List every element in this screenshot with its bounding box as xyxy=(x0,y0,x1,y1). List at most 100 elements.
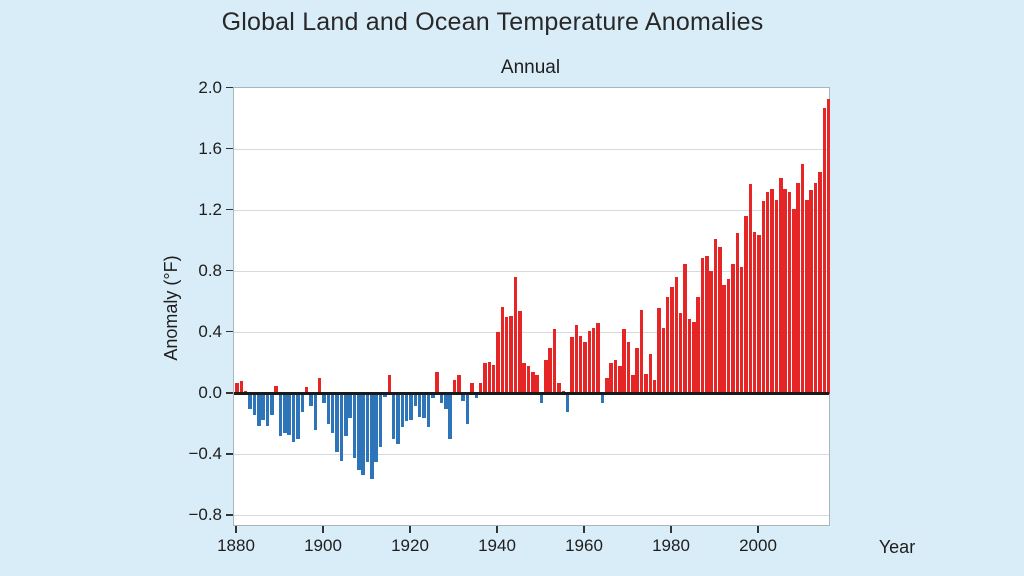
bar-1999 xyxy=(752,231,757,394)
bar-1901 xyxy=(326,393,331,425)
bar-2015 xyxy=(822,107,826,394)
bar-1886 xyxy=(261,393,265,420)
bar-1968 xyxy=(618,366,622,394)
bar-1993 xyxy=(726,279,731,394)
y-tick-0.4 xyxy=(226,330,233,333)
bar-1932 xyxy=(461,393,465,402)
bar-1972 xyxy=(635,347,639,394)
bar-2013 xyxy=(813,182,818,394)
gridline--0.8 xyxy=(234,515,829,517)
bar-1898 xyxy=(313,393,318,431)
bar-1925 xyxy=(431,393,435,399)
bar-1965 xyxy=(605,378,609,394)
bar-1990 xyxy=(713,239,718,394)
chart-title: Global Land and Ocean Temperature Anomal… xyxy=(221,8,764,36)
bar-2001 xyxy=(761,201,766,394)
bar-1933 xyxy=(465,393,470,425)
bar-1906 xyxy=(348,393,352,419)
bar-1966 xyxy=(609,363,613,394)
bar-1977 xyxy=(657,308,661,394)
bar-1896 xyxy=(304,387,309,394)
bar-1960 xyxy=(583,341,587,394)
bar-1912 xyxy=(374,393,378,463)
x-tick-label-1920: 1920 xyxy=(391,536,429,555)
bar-1923 xyxy=(422,393,426,419)
y-tick-label-0: 0.0 xyxy=(198,383,222,403)
bar-1943 xyxy=(509,315,513,394)
x-tick-label-1960: 1960 xyxy=(565,536,603,555)
gridline-1.6 xyxy=(234,148,829,150)
bar-1910 xyxy=(365,393,370,463)
bar-2000 xyxy=(757,234,761,394)
bar-1889 xyxy=(274,385,278,394)
bar-1987 xyxy=(700,257,705,394)
bar-1992 xyxy=(722,285,726,394)
bar-1984 xyxy=(687,318,692,394)
bar-1922 xyxy=(417,393,422,417)
bar-1983 xyxy=(683,263,687,394)
gridline-0.4 xyxy=(234,331,829,333)
bar-1907 xyxy=(352,393,357,458)
bar-1921 xyxy=(413,393,418,406)
bar-1941 xyxy=(500,306,505,394)
bar-1944 xyxy=(513,277,518,394)
bar-1914 xyxy=(383,393,387,397)
bar-1929 xyxy=(448,393,452,440)
bar-1883 xyxy=(248,393,252,409)
bar-1950 xyxy=(539,393,544,403)
x-tick-1980 xyxy=(670,526,672,533)
bar-1918 xyxy=(400,393,405,428)
chart-subtitle: Annual xyxy=(500,57,561,78)
y-tick-0 xyxy=(226,392,233,394)
bar-1936 xyxy=(478,382,483,394)
bar-1882 xyxy=(243,390,248,394)
bar-1892 xyxy=(287,393,291,435)
y-axis-title: Anomaly (°F) xyxy=(161,255,181,361)
bar-1976 xyxy=(652,379,657,394)
bar-1931 xyxy=(457,375,461,394)
y-tick-label-1.6: 1.6 xyxy=(198,138,222,158)
bar-1900 xyxy=(322,393,326,403)
y-tick-0.8 xyxy=(226,269,233,272)
bar-2014 xyxy=(818,172,822,394)
y-tick-label-2: 2.0 xyxy=(198,77,222,97)
bar-2010 xyxy=(800,164,805,394)
x-tick-1960 xyxy=(583,526,585,533)
bar-2012 xyxy=(809,190,813,394)
bar-1897 xyxy=(309,393,313,406)
bar-1927 xyxy=(439,393,444,403)
y-tick-1.2 xyxy=(226,208,233,211)
bar-1903 xyxy=(335,393,339,452)
bar-1890 xyxy=(278,393,283,437)
bar-1880 xyxy=(235,382,239,394)
bar-1904 xyxy=(339,393,344,461)
bar-1985 xyxy=(692,321,696,394)
y-tick-label--0.8: −0.8 xyxy=(188,505,222,525)
bar-1951 xyxy=(544,359,548,394)
bar-1893 xyxy=(291,393,296,443)
bar-1991 xyxy=(718,246,722,394)
bar-1958 xyxy=(574,324,579,394)
bar-1945 xyxy=(518,311,522,394)
x-tick-label-1980: 1980 xyxy=(652,536,690,555)
bar-1969 xyxy=(622,329,626,394)
bar-2003 xyxy=(770,188,774,394)
bar-2016 xyxy=(826,98,831,394)
bar-2006 xyxy=(783,188,787,394)
bar-1919 xyxy=(404,393,409,422)
bar-1884 xyxy=(252,393,257,415)
bar-1956 xyxy=(565,393,570,412)
bar-1934 xyxy=(470,382,474,394)
x-tick-1940 xyxy=(496,526,498,533)
bar-1917 xyxy=(396,393,400,445)
bar-1940 xyxy=(496,332,500,394)
bar-1963 xyxy=(596,323,600,394)
bar-1935 xyxy=(474,393,478,399)
bar-1891 xyxy=(283,393,287,434)
bar-1994 xyxy=(731,263,735,394)
bar-1961 xyxy=(587,330,592,394)
x-tick-1900 xyxy=(322,526,324,533)
bar-1978 xyxy=(661,327,666,394)
bar-1881 xyxy=(239,381,244,394)
bar-2005 xyxy=(779,178,783,394)
